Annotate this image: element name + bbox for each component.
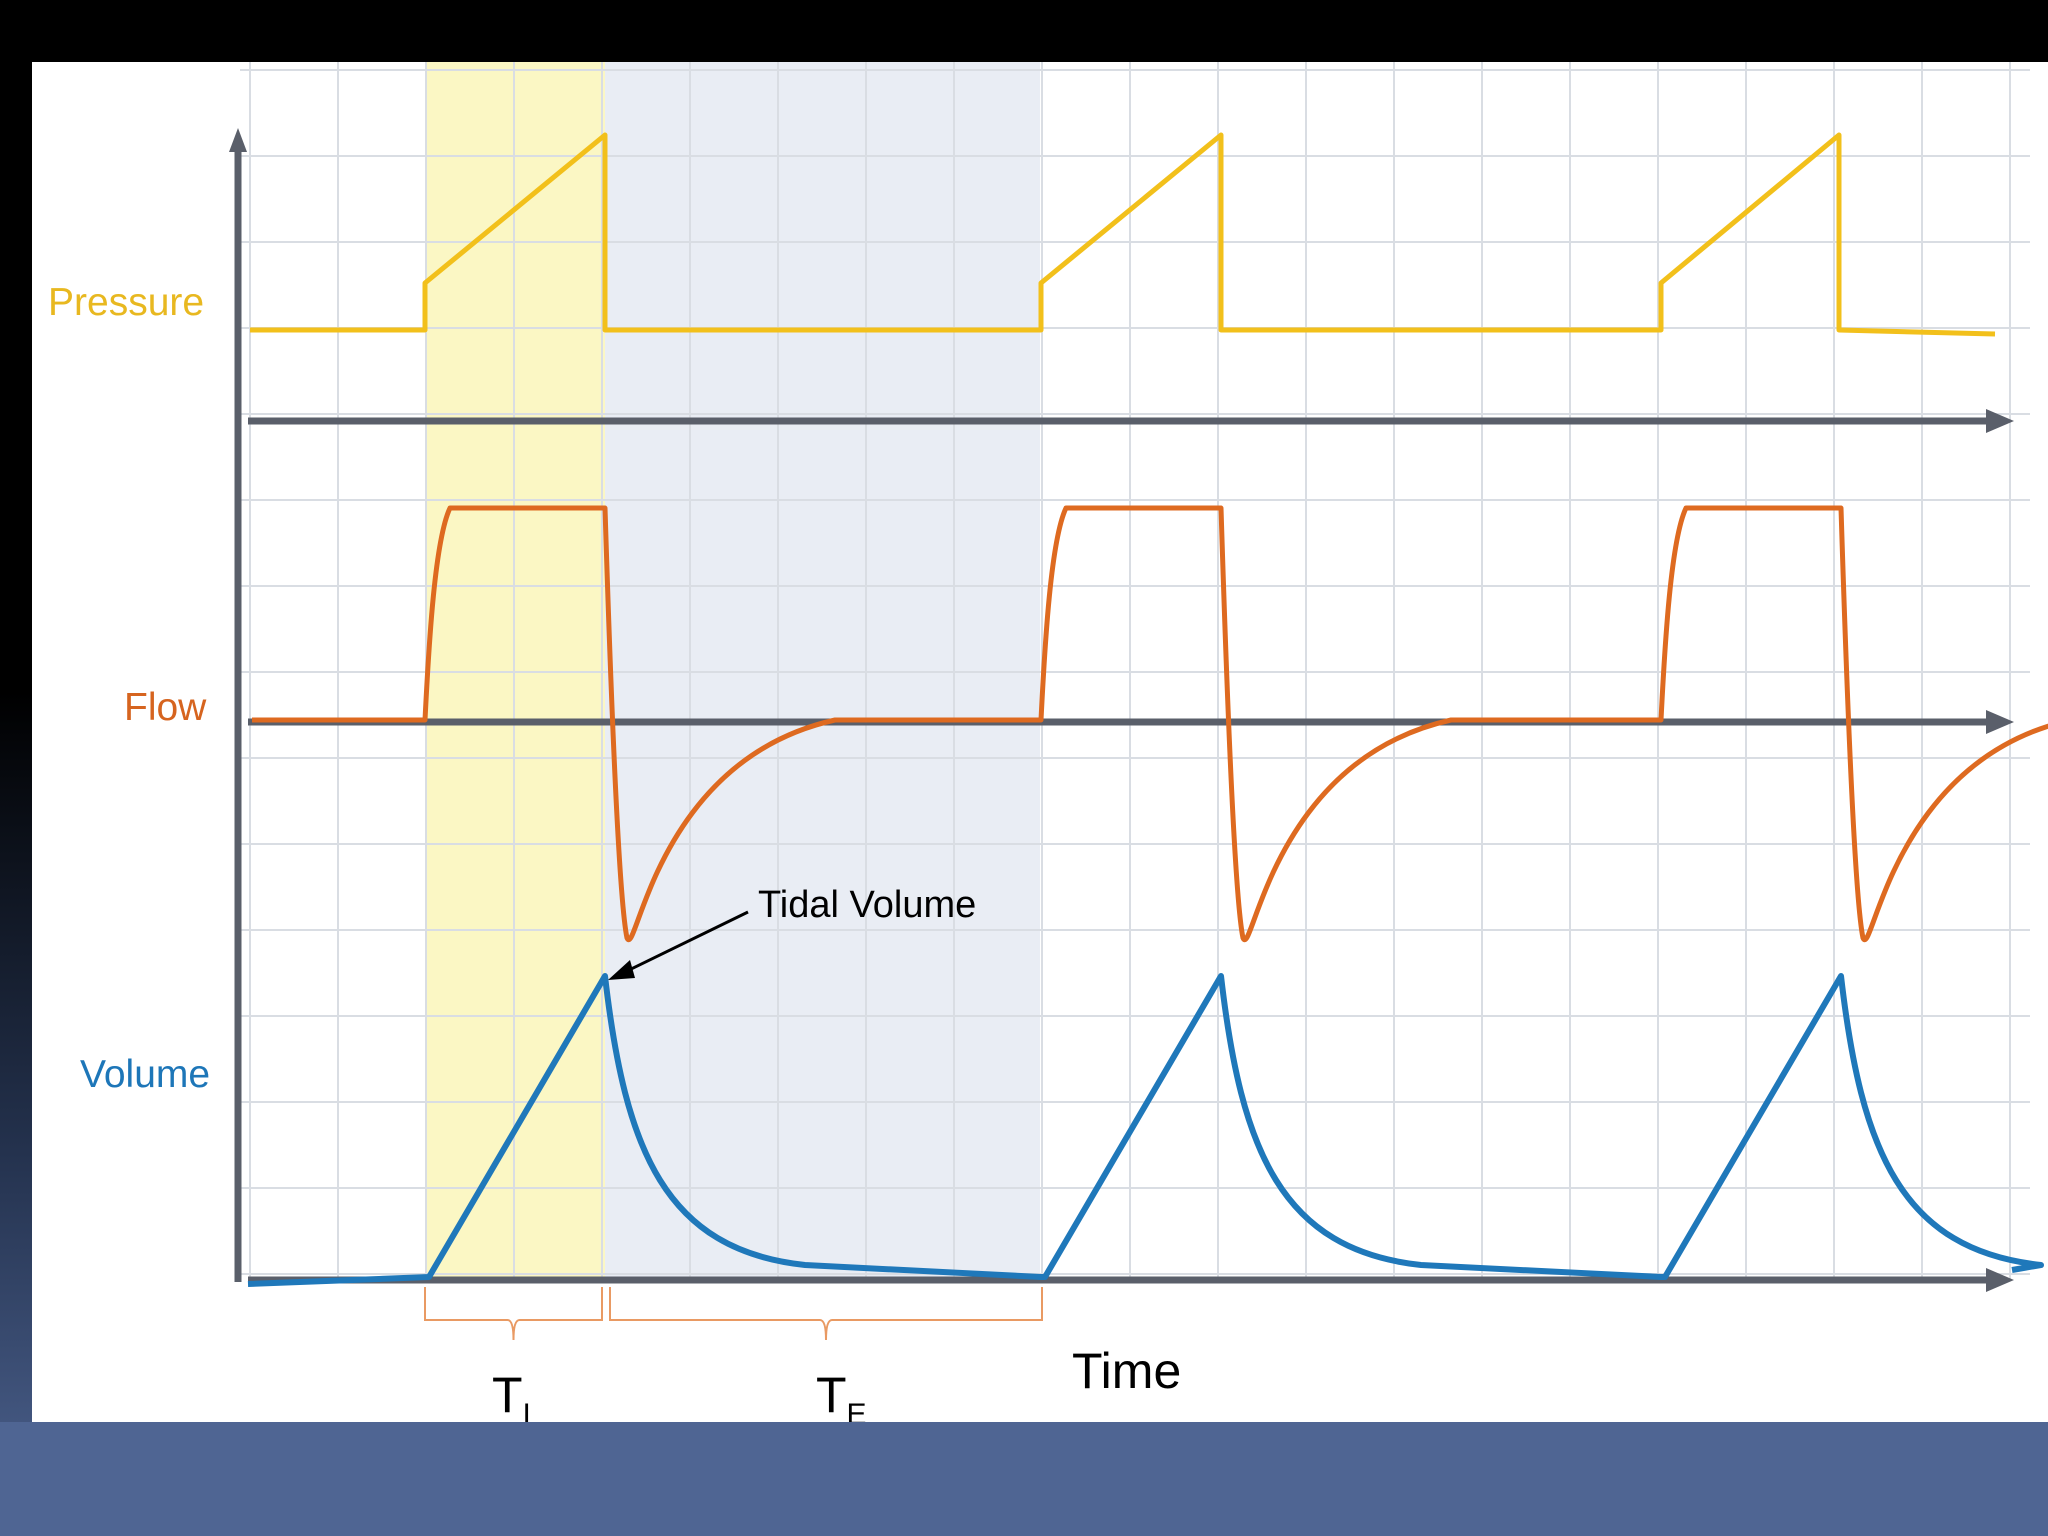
time-axis-label: Time: [1072, 1343, 1182, 1399]
pressure-baseline-axis-arrowhead: [1986, 409, 2014, 433]
flow-label: Flow: [124, 686, 207, 729]
inspiratory-time-bracket: [424, 1287, 603, 1341]
time-axis-arrowhead: [1986, 1268, 2014, 1292]
pressure-waveform: [250, 132, 1996, 337]
y-axis-arrowhead: [229, 128, 247, 152]
ti-sub: I: [522, 1398, 531, 1431]
tidal-volume-label: Tidal Volume: [758, 884, 977, 926]
flow-waveform: [252, 505, 2048, 943]
slide-bottom-band: [0, 1422, 2048, 1536]
inspiratory-time-label: TI: [492, 1370, 531, 1430]
flow-baseline-axis-arrowhead: [1986, 710, 2014, 734]
tidal-volume-arrow-line: [624, 910, 749, 974]
expiratory-time-bracket: [609, 1287, 1043, 1341]
ti-main: T: [492, 1367, 523, 1423]
tidal-volume-arrowhead: [608, 960, 635, 980]
te-main: T: [816, 1367, 847, 1423]
volume-label: Volume: [80, 1053, 211, 1096]
volume-waveform: [247, 973, 2044, 1287]
pressure-label: Pressure: [48, 281, 205, 324]
expiratory-time-label: TE: [816, 1370, 867, 1430]
